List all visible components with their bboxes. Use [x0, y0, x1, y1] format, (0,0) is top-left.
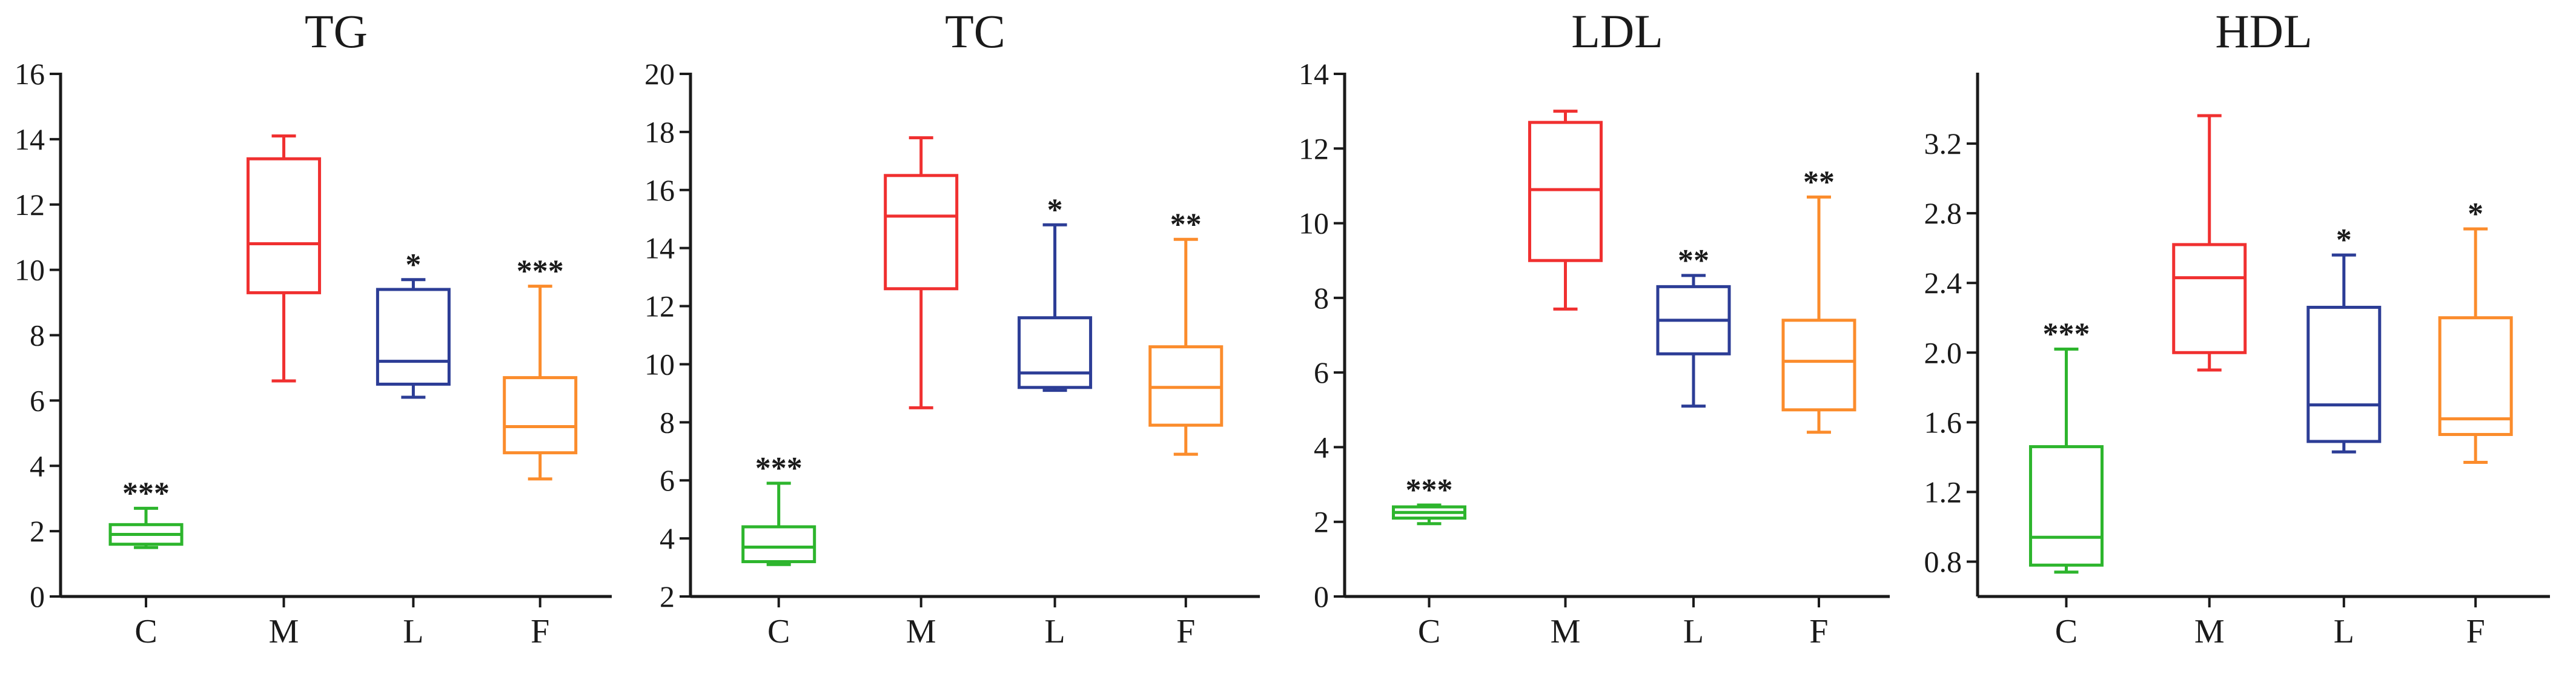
iqr-box: [1528, 121, 1603, 262]
box-c-hdl: [2028, 348, 2104, 574]
x-tick-label-f: F: [1809, 613, 1828, 650]
box-l-tc: [1018, 223, 1093, 392]
x-tick-label-l: L: [1044, 613, 1065, 650]
iqr-box: [2028, 445, 2104, 567]
significance-marker: *: [2468, 197, 2483, 231]
iqr-box: [2306, 305, 2382, 443]
x-tick-label-f: F: [1176, 613, 1195, 650]
significance-marker: ***: [122, 476, 170, 510]
significance-marker: *: [2336, 223, 2352, 257]
y-tick-label: 2.0: [1924, 335, 1962, 369]
box-f-hdl: [2438, 227, 2513, 464]
y-tick-label: 14: [1299, 57, 1329, 91]
chart-panel-tc: TC 2 4 6 8 10 12 14 16 18 20 C *** M L * F **: [644, 5, 1260, 650]
iqr-box: [247, 157, 322, 294]
y-tick-label: 14: [15, 122, 45, 156]
y-tick-label: 12: [1299, 131, 1329, 165]
iqr-box: [1781, 319, 1856, 412]
y-tick-label: 16: [644, 173, 675, 207]
y-tick-label: 8: [1314, 281, 1329, 315]
y-tick-label: 8: [30, 319, 45, 352]
y-tick-label: 6: [1314, 355, 1329, 389]
significance-marker: *: [1047, 193, 1063, 227]
chart-panel-hdl: HDL 0.8 1.2 1.6 2.0 2.4 2.8 3.2 C *** M L * F *: [1924, 5, 2550, 650]
box-f-tg: [503, 285, 578, 481]
y-tick-label: 6: [660, 463, 675, 497]
y-tick-label: 16: [15, 57, 45, 91]
x-tick-label-c: C: [2055, 613, 2078, 650]
y-tick-label: 20: [644, 57, 675, 91]
significance-marker: *: [405, 248, 421, 282]
y-tick-label: 2: [660, 580, 675, 613]
iqr-box: [884, 174, 959, 291]
y-tick-label: 4: [1314, 430, 1329, 464]
box-f-tc: [1148, 237, 1223, 456]
iqr-box: [2438, 316, 2513, 436]
y-tick-label: 2: [30, 514, 45, 548]
y-tick-label: 18: [644, 115, 675, 149]
y-tick-label: 0.8: [1924, 544, 1962, 578]
x-tick-label-f: F: [2466, 613, 2485, 650]
x-tick-label-l: L: [2334, 613, 2354, 650]
box-c-ldl: [1392, 503, 1466, 526]
significance-marker: **: [1803, 165, 1835, 199]
y-tick-label: 6: [30, 383, 45, 417]
x-tick-label-l: L: [403, 613, 423, 650]
box-c-tg: [108, 506, 184, 549]
chart-title-tc: TC: [945, 5, 1005, 58]
x-tick-label-m: M: [906, 613, 936, 650]
chart-panel-ldl: LDL 0 2 4 6 8 10 12 14 C *** M L ** F **: [1299, 5, 1890, 650]
x-tick-label-f: F: [531, 613, 549, 650]
significance-marker: **: [1678, 243, 1709, 278]
box-l-tg: [376, 278, 451, 399]
y-tick-label: 2: [1314, 505, 1329, 539]
y-tick-label: 0: [1314, 580, 1329, 613]
y-tick-label: 2.8: [1924, 196, 1962, 230]
x-tick-label-m: M: [1551, 613, 1581, 650]
y-tick-label: 10: [1299, 206, 1329, 240]
significance-marker: **: [1170, 207, 1202, 242]
y-tick-label: 0: [30, 580, 45, 613]
chart-title-tg: TG: [305, 5, 368, 58]
box-f-ldl: [1781, 195, 1856, 434]
x-tick-label-c: C: [767, 613, 790, 650]
y-tick-label: 12: [644, 289, 675, 323]
y-tick-label: 12: [15, 188, 45, 222]
chart-panel-tg: TG 0 2 4 6 8 10 12 14 16 C *** M L * F ***: [15, 5, 612, 650]
x-tick-label-l: L: [1683, 613, 1704, 650]
box-m-tc: [884, 136, 959, 409]
x-tick-label-m: M: [269, 613, 299, 650]
box-l-ldl: [1656, 274, 1731, 408]
y-tick-label: 8: [660, 405, 675, 439]
y-tick-label: 4: [30, 449, 45, 483]
iqr-box: [376, 288, 451, 386]
y-tick-label: 1.6: [1924, 405, 1962, 439]
significance-marker: ***: [517, 254, 564, 289]
y-tick-label: 2.4: [1924, 266, 1962, 300]
y-tick-label: 3.2: [1924, 127, 1962, 160]
chart-title-hdl: HDL: [2215, 5, 2312, 58]
box-c-tc: [741, 481, 816, 566]
iqr-box: [503, 376, 578, 455]
significance-marker: ***: [755, 451, 803, 486]
chart-title-ldl: LDL: [1571, 5, 1663, 58]
box-l-hdl: [2306, 253, 2382, 454]
x-tick-label-c: C: [134, 613, 157, 650]
x-tick-label-c: C: [1418, 613, 1440, 650]
significance-marker: ***: [2042, 317, 2090, 352]
y-tick-label: 4: [660, 521, 675, 555]
y-tick-label: 10: [644, 347, 675, 381]
box-m-hdl: [2172, 114, 2247, 372]
box-m-tg: [247, 134, 322, 383]
iqr-box: [741, 525, 816, 563]
x-tick-label-m: M: [2194, 613, 2225, 650]
iqr-box: [2172, 243, 2247, 354]
y-tick-label: 14: [644, 231, 675, 265]
y-tick-label: 1.2: [1924, 475, 1962, 509]
significance-marker: ***: [1406, 473, 1453, 507]
y-tick-label: 10: [15, 253, 45, 287]
iqr-box: [1018, 316, 1093, 389]
box-m-ldl: [1528, 110, 1603, 311]
